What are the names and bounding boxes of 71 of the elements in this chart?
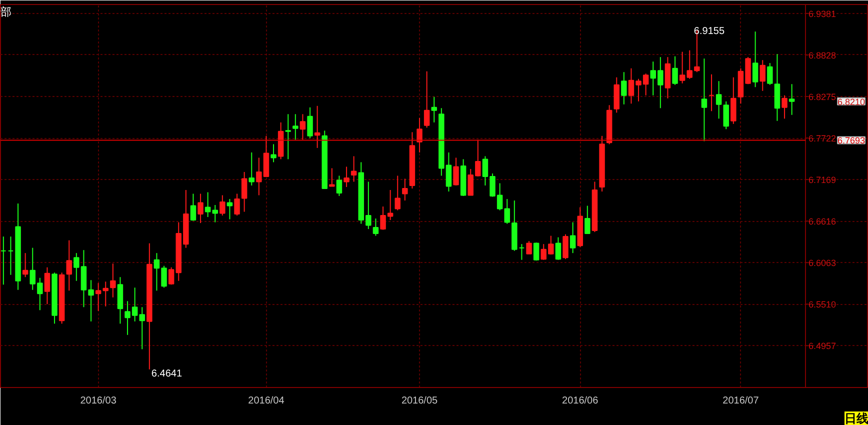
candlestick: [292, 114, 298, 140]
candlestick: [621, 72, 627, 105]
candlestick: [0, 236, 6, 286]
candlestick: [270, 144, 276, 163]
candlestick: [701, 58, 708, 142]
annotation: 6.4641: [151, 368, 182, 380]
candlestick: [416, 117, 422, 153]
candlestick: [394, 175, 400, 211]
candlestick: [88, 280, 94, 322]
candlestick: [198, 193, 204, 224]
candlestick: [372, 218, 379, 236]
candlestick: [220, 194, 226, 216]
y-tick-label: 6.6063: [808, 258, 836, 268]
candlestick: [570, 222, 576, 254]
candlestick: [329, 168, 335, 187]
chart-title: 部: [0, 6, 12, 18]
text: 6.8210: [838, 96, 866, 107]
candlestick: [453, 157, 459, 186]
candlestick: [314, 105, 320, 148]
candlestick: [307, 106, 313, 139]
candlestick: [336, 175, 342, 196]
x-tick-label: 2016/05: [401, 396, 438, 406]
candlestick: [350, 156, 357, 182]
candlestick: [285, 114, 291, 160]
x-tick-label: 2016/04: [248, 396, 285, 406]
candlestick: [760, 60, 766, 92]
x-tick-label: 2016/03: [80, 396, 117, 406]
x-tick-label: 2016/06: [562, 396, 599, 406]
candlestick: [584, 205, 590, 234]
candlestick: [555, 236, 562, 260]
candlestick: [402, 178, 408, 202]
candlestick: [533, 242, 540, 262]
y-tick-label: 6.6616: [808, 216, 836, 227]
y-tick-label: 6.7722: [808, 134, 836, 144]
candlestick: [526, 240, 532, 254]
candlestick: [767, 62, 773, 86]
x-tick-label: 2016/07: [722, 396, 760, 406]
candlestick: [44, 266, 50, 305]
y-tick-label: 6.8828: [808, 50, 836, 60]
candlestick: [730, 76, 736, 124]
candlestick: [234, 193, 240, 216]
candlestick: [716, 80, 722, 120]
candlestick: [190, 193, 196, 222]
candlestick: [344, 166, 350, 188]
candlestick: [300, 114, 306, 140]
candlestick: [22, 252, 28, 278]
candlestick: [431, 96, 437, 123]
y-tick-label: 6.9381: [808, 8, 836, 19]
text: 日线: [844, 412, 868, 425]
candlestick: [110, 263, 116, 298]
y-tick-label: 6.4957: [808, 341, 836, 352]
y-tick-label: 6.7169: [808, 175, 836, 186]
candlestick: [66, 240, 72, 292]
candlestick: [518, 244, 525, 260]
candlestick: [788, 84, 795, 116]
candlestick: [424, 70, 430, 128]
candlestick: [562, 234, 568, 260]
candlestick: [723, 100, 729, 130]
candlestick: [248, 152, 254, 186]
candlestick: [8, 236, 14, 276]
ref-line-label: 6.7693: [838, 136, 866, 146]
candlestick: [782, 94, 788, 120]
candlestick: [504, 198, 510, 224]
candlestick: [226, 198, 233, 220]
candlestick: [241, 171, 248, 212]
y-tick-label: 6.8275: [808, 92, 836, 102]
candlestick: [672, 56, 678, 86]
y-tick-label: 6.5510: [808, 300, 836, 310]
candlestick: [752, 31, 758, 88]
annotation: 6.9155: [694, 26, 725, 37]
candlestick: [708, 74, 714, 112]
